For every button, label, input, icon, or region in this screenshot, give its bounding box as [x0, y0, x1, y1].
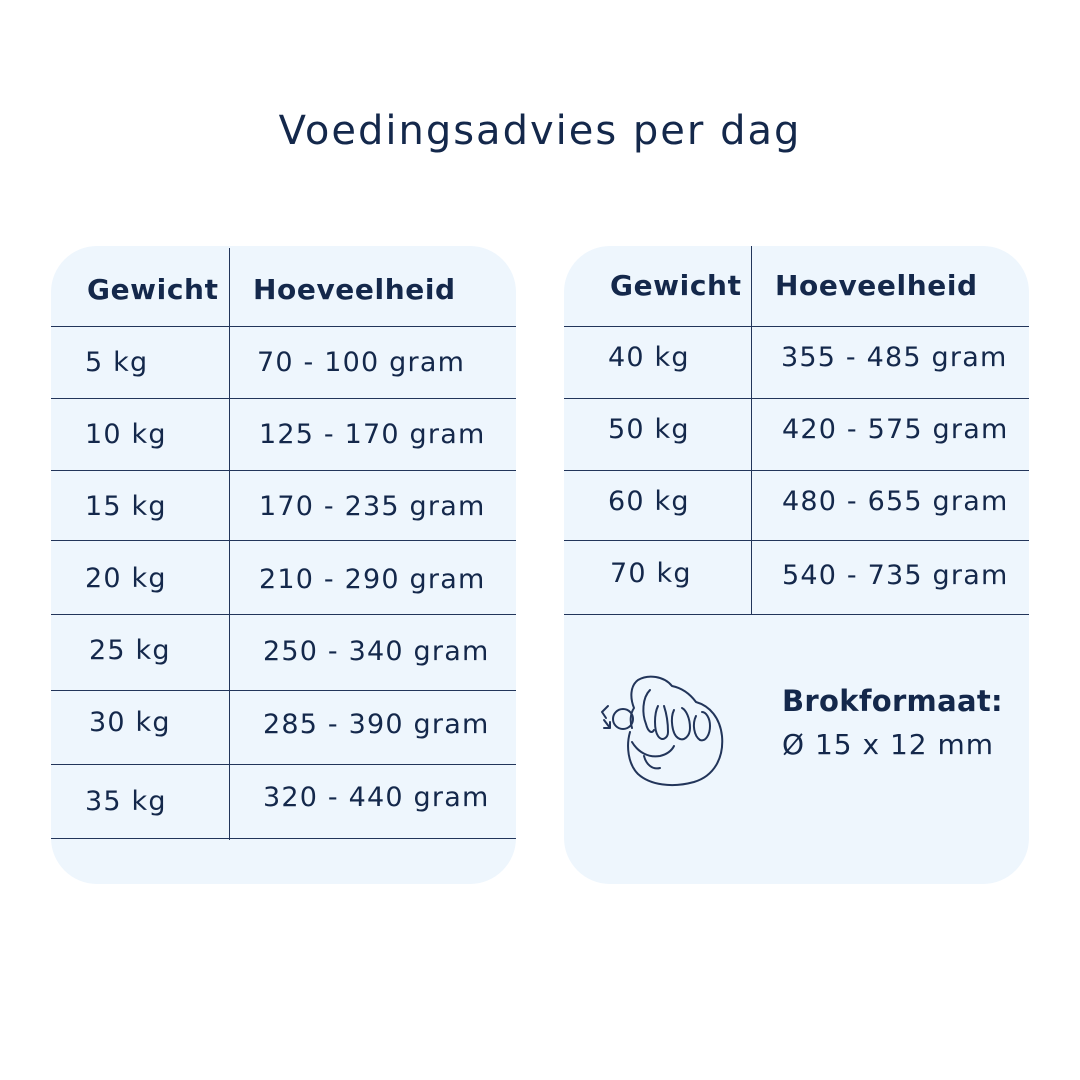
row-amount: 355 - 485 gram — [781, 342, 1008, 373]
row-amount: 285 - 390 gram — [263, 709, 490, 740]
header-amount: Hoeveelheid — [253, 273, 456, 306]
header-weight: Gewicht — [610, 269, 742, 302]
row-weight: 35 kg — [85, 786, 167, 817]
row-amount: 480 - 655 gram — [782, 486, 1009, 517]
row-weight: 60 kg — [608, 486, 690, 517]
feeding-table-right: Gewicht Hoeveelheid 40 kg 355 - 485 gram… — [564, 246, 1029, 884]
row-divider — [51, 764, 516, 765]
row-amount: 420 - 575 gram — [782, 414, 1009, 445]
row-divider — [51, 838, 516, 839]
row-weight: 25 kg — [89, 635, 171, 666]
column-divider — [751, 246, 752, 614]
row-divider — [564, 326, 1029, 327]
row-amount: 210 - 290 gram — [259, 564, 486, 595]
row-amount: 250 - 340 gram — [263, 636, 490, 667]
row-divider — [564, 470, 1029, 471]
row-divider — [564, 398, 1029, 399]
kibble-size-value: Ø 15 x 12 mm — [782, 728, 995, 761]
row-weight: 30 kg — [89, 707, 171, 738]
row-divider — [51, 470, 516, 471]
header-weight: Gewicht — [87, 273, 219, 306]
column-divider — [229, 248, 230, 840]
row-amount: 125 - 170 gram — [259, 419, 486, 450]
row-weight: 70 kg — [610, 558, 692, 589]
page-title: Voedingsadvies per dag — [278, 108, 802, 154]
row-divider — [51, 540, 516, 541]
row-amount: 320 - 440 gram — [263, 782, 490, 813]
row-weight: 40 kg — [608, 342, 690, 373]
row-divider — [51, 326, 516, 327]
row-weight: 15 kg — [85, 491, 167, 522]
row-weight: 20 kg — [85, 563, 167, 594]
row-divider — [51, 614, 516, 615]
row-divider — [564, 540, 1029, 541]
row-amount: 540 - 735 gram — [782, 560, 1009, 591]
row-divider — [51, 690, 516, 691]
row-weight: 5 kg — [85, 347, 149, 378]
row-weight: 50 kg — [608, 414, 690, 445]
row-divider — [564, 614, 1029, 615]
row-weight: 10 kg — [85, 419, 167, 450]
row-amount: 70 - 100 gram — [257, 347, 466, 378]
row-divider — [51, 398, 516, 399]
feeding-table-left: Gewicht Hoeveelheid 5 kg 70 - 100 gram 1… — [51, 246, 516, 884]
hand-holding-kibble-icon — [601, 675, 724, 787]
header-amount: Hoeveelheid — [775, 269, 978, 302]
row-amount: 170 - 235 gram — [259, 491, 486, 522]
kibble-size-label: Brokformaat: — [782, 684, 1003, 718]
